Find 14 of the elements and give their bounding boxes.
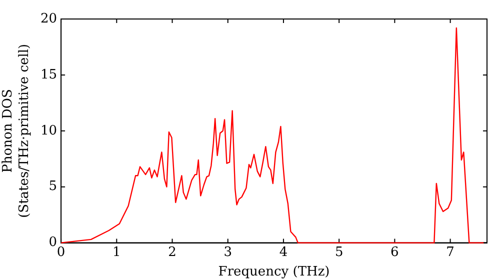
y-tick-label: 10 — [40, 123, 58, 138]
x-tick-label: 5 — [334, 244, 344, 260]
y-tick-label: 20 — [40, 11, 58, 26]
x-tick-label: 1 — [112, 244, 121, 260]
x-axis-title: Frequency (THz) — [218, 264, 330, 280]
x-tick-label: 3 — [224, 244, 232, 260]
y-axis-title: Phonon DOS (States/THz·primitive cell) — [0, 44, 32, 218]
x-tick-label: 6 — [390, 244, 399, 260]
y-tick-label: 5 — [48, 179, 58, 194]
x-tick-label: 7 — [446, 244, 454, 260]
x-tick-label: 4 — [279, 244, 288, 260]
y-tick-label: 15 — [40, 67, 58, 82]
y-tick-label: 0 — [48, 235, 58, 250]
x-tick-label: 2 — [168, 244, 176, 260]
